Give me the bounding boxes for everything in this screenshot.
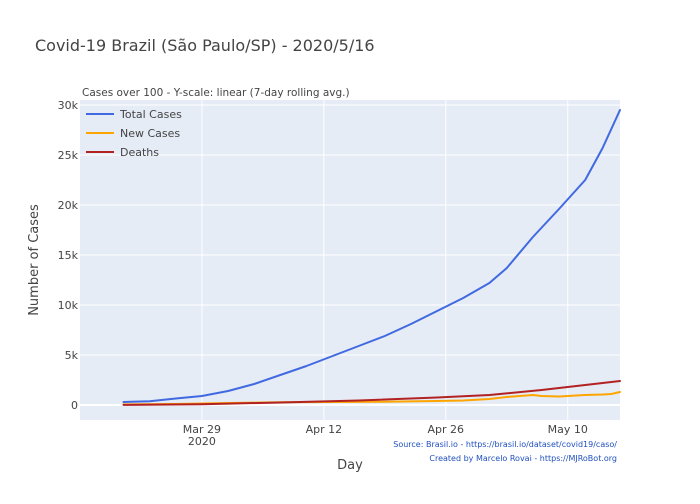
x-tick-label: Mar 29 [183, 423, 221, 436]
legend: Total Cases New Cases Deaths [86, 108, 182, 159]
series-line-deaths [122, 380, 621, 406]
y-tick-label: 30k [58, 99, 79, 112]
x-tick-label: May 10 [548, 423, 588, 436]
legend-label-total-cases: Total Cases [119, 108, 182, 121]
chart-title: Covid-19 Brazil (São Paulo/SP) - 2020/5/… [35, 36, 375, 55]
x-axis-label: Day [337, 458, 363, 473]
source-annotation: Source: Brasil.io - https://brasil.io/da… [393, 440, 617, 449]
series-line-total-cases [122, 109, 621, 403]
legend-label-deaths: Deaths [120, 146, 159, 159]
y-tick-label: 20k [58, 199, 79, 212]
y-tick-label: 0 [71, 399, 78, 412]
x-tick-label: Apr 12 [306, 423, 343, 436]
x-tick-sublabel: 2020 [188, 435, 216, 448]
y-axis-ticks: 0 5k 10k 15k 20k 25k 30k [58, 99, 79, 412]
y-tick-label: 5k [65, 349, 79, 362]
credit-annotation: Created by Marcelo Rovai - https://MJRoB… [429, 454, 617, 463]
plot-area [80, 100, 620, 420]
grid [80, 100, 620, 420]
x-tick-label: Apr 26 [428, 423, 465, 436]
y-tick-label: 25k [58, 149, 79, 162]
legend-label-new-cases: New Cases [120, 127, 180, 140]
y-tick-label: 10k [58, 299, 79, 312]
y-axis-label: Number of Cases [27, 204, 42, 316]
chart-subtitle: Cases over 100 - Y-scale: linear (7-day … [82, 87, 350, 99]
y-tick-label: 15k [58, 249, 79, 262]
series-layer [122, 109, 621, 406]
